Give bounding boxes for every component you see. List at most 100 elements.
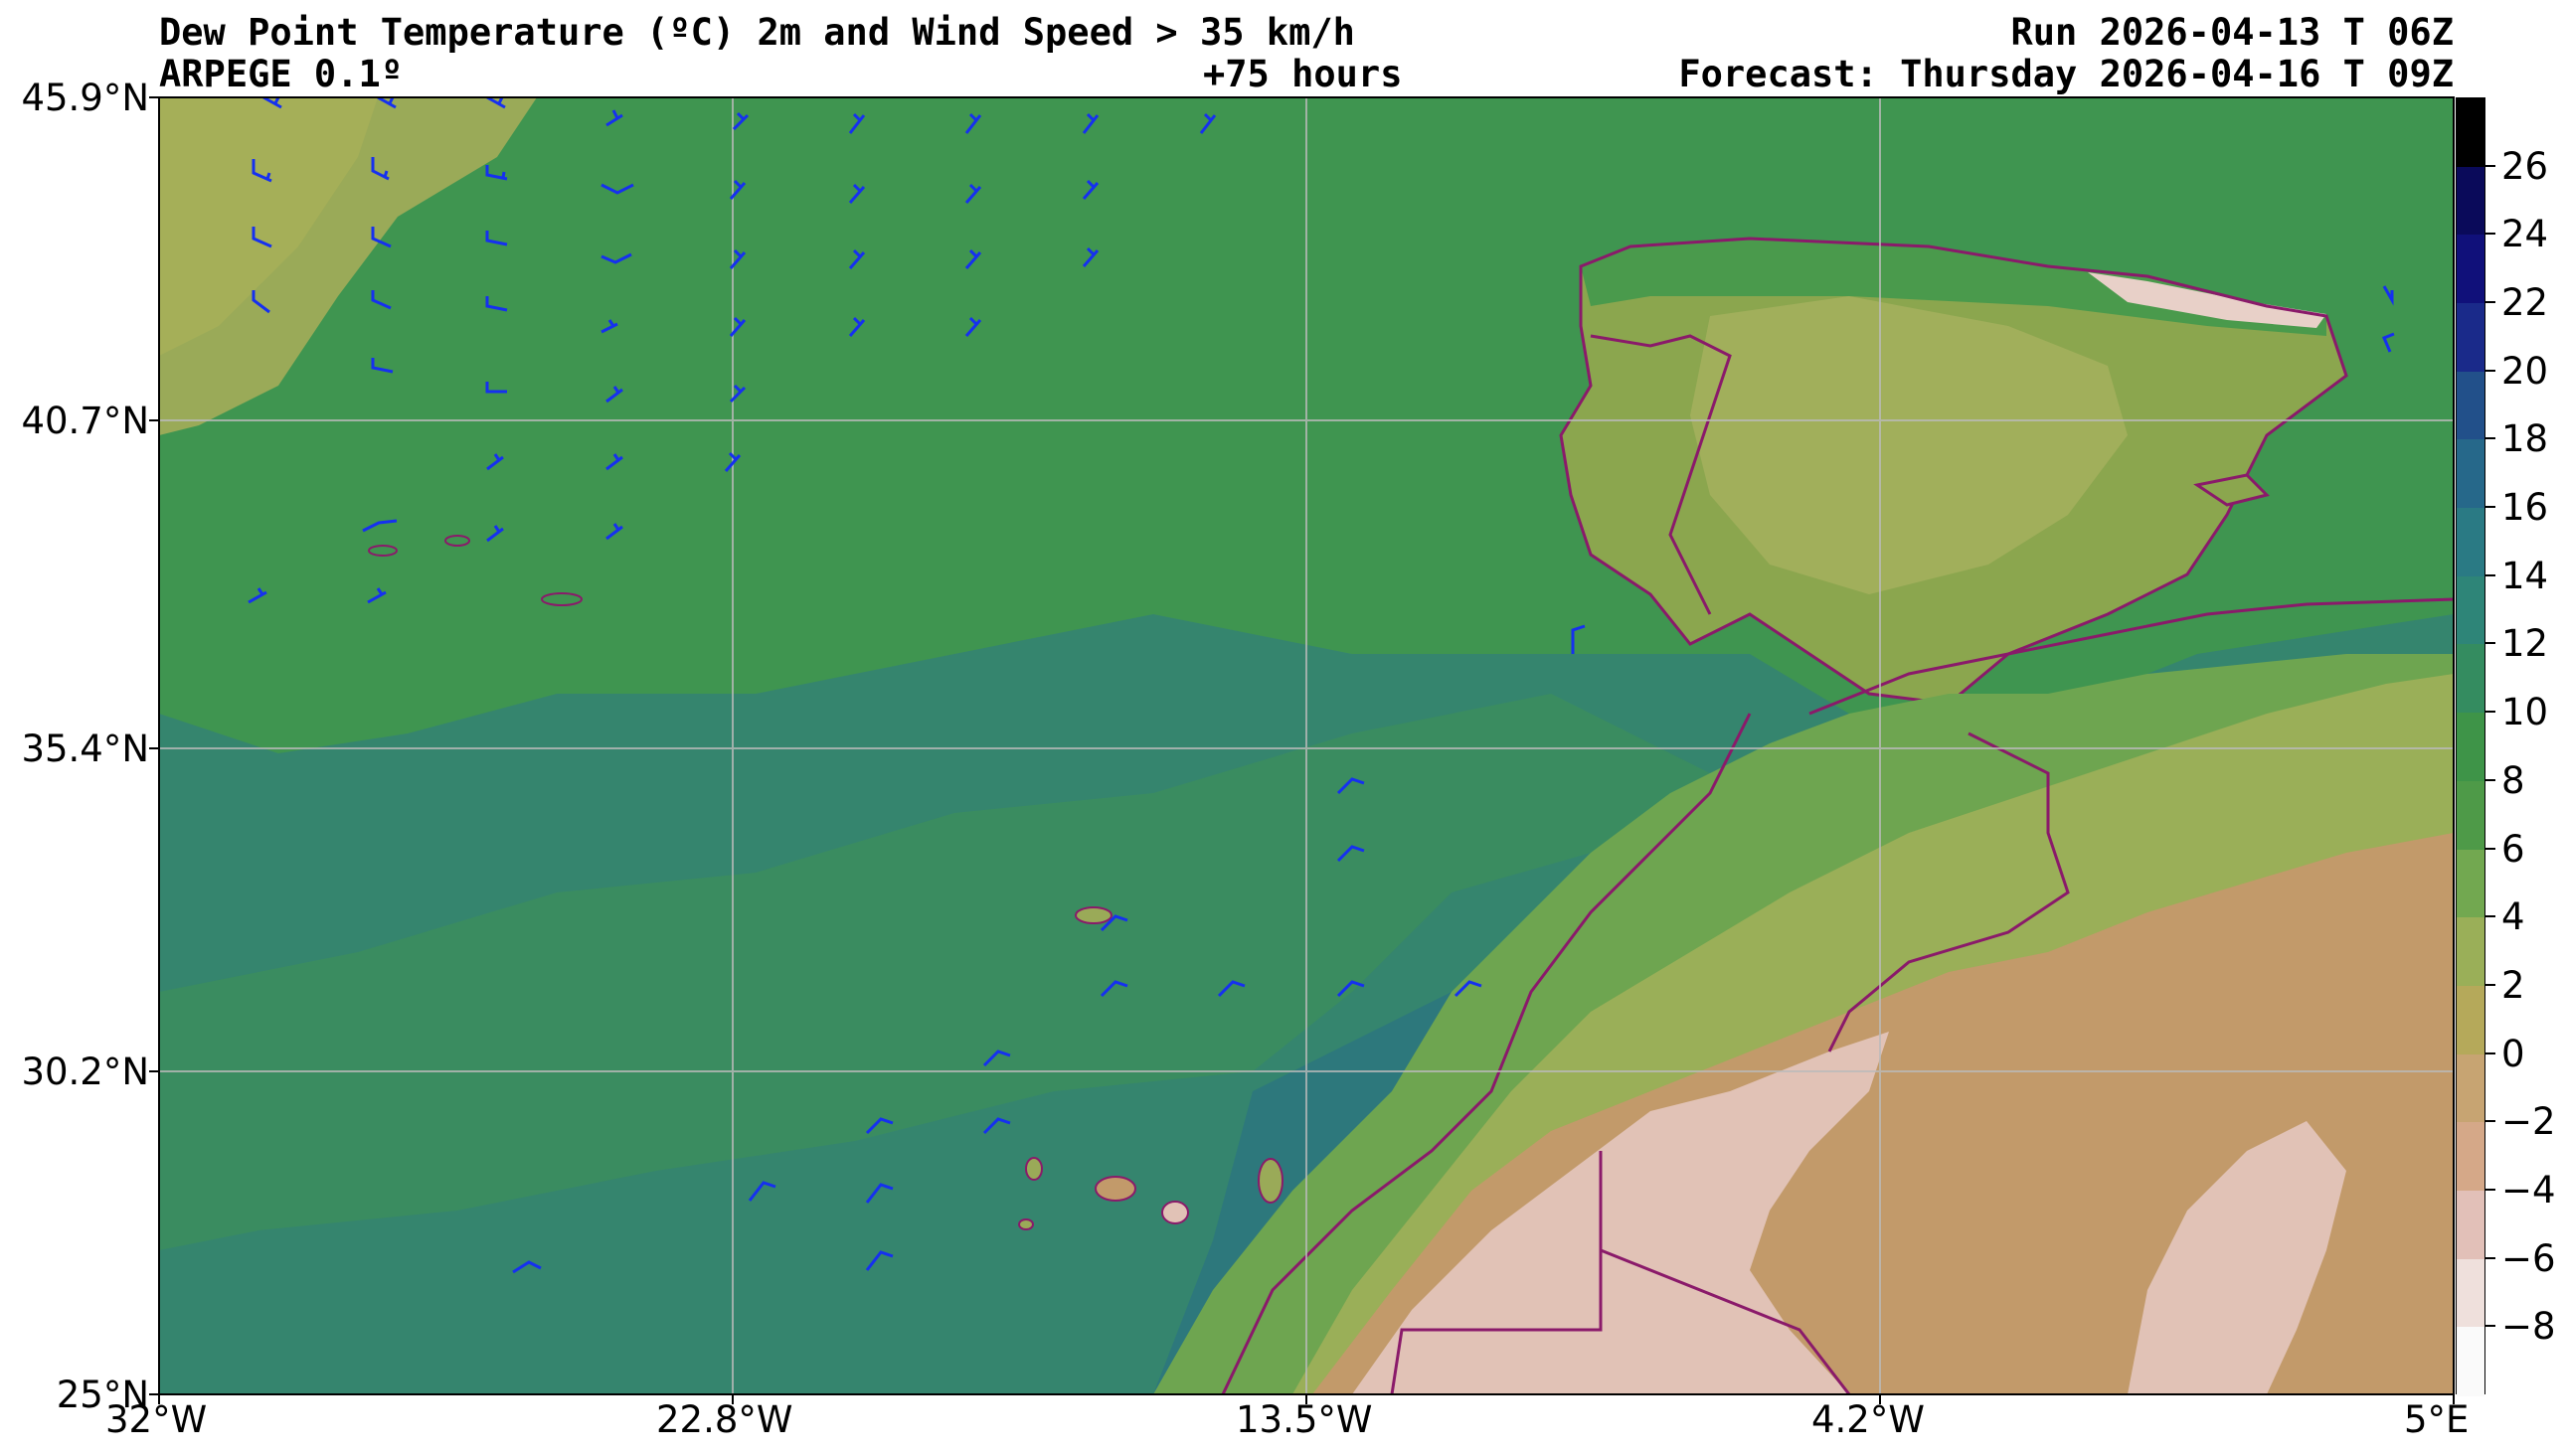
lat-tick: [149, 419, 159, 421]
wind-barb: [865, 1117, 894, 1135]
wind-barb: [1082, 179, 1100, 200]
wind-barb: [865, 1250, 894, 1271]
wind-barb: [848, 183, 866, 204]
colorbar-segment: [2457, 849, 2484, 919]
wind-barb: [2382, 332, 2395, 353]
lon-tick: [1879, 1394, 1881, 1404]
colorbar-tick: [2485, 437, 2495, 440]
wind-barb: [605, 386, 623, 404]
azores-island-3: [541, 592, 583, 606]
colorbar-tick: [2485, 847, 2495, 850]
wind-barb: [1336, 980, 1365, 998]
wind-barb: [964, 248, 982, 269]
wind-barb: [748, 1181, 776, 1202]
title-line-1: Dew Point Temperature (ºC) 2m and Wind S…: [159, 11, 1355, 54]
wind-barb: [848, 248, 866, 269]
colorbar-tick: [2485, 1188, 2495, 1191]
colorbar-tick: [2485, 233, 2495, 236]
colorbar-tick: [2485, 983, 2495, 986]
canary-island-2: [1095, 1176, 1136, 1202]
colorbar-tick: [2485, 1256, 2495, 1259]
wind-barb: [252, 290, 270, 314]
canary-island-4: [1258, 1158, 1284, 1204]
iberia-north-coast: [1581, 239, 2326, 336]
mid-ocean-green: [159, 694, 1710, 1250]
colorbar-label: 16: [2501, 486, 2549, 530]
wind-barb: [252, 159, 272, 183]
colorbar-label: 2: [2501, 963, 2525, 1007]
lon-label-13-5w: 13.5°W: [1236, 1398, 1373, 1441]
wind-barb: [1217, 980, 1246, 998]
colorbar-segment: [2457, 166, 2484, 237]
wind-barb: [485, 231, 508, 246]
wind-barb: [982, 1117, 1011, 1135]
wind-barb: [605, 453, 623, 471]
wind-barb: [485, 296, 508, 312]
africa-pink-east: [2128, 1121, 2346, 1394]
wind-barb: [729, 384, 747, 404]
title-line-2: ARPEGE 0.1º: [159, 53, 404, 95]
lat-label-40-7: 40.7°N: [21, 400, 149, 442]
wind-barb: [371, 157, 390, 181]
wind-barb: [262, 97, 282, 109]
colorbar-segment: [2457, 644, 2484, 715]
wind-barb: [367, 587, 387, 604]
lon-label-32w: 32°W: [105, 1398, 208, 1441]
wind-barb: [848, 316, 866, 337]
lon-label-4-2w: 4.2°W: [1811, 1398, 1925, 1441]
wind-barb: [982, 1050, 1011, 1067]
wind-barb: [1100, 914, 1128, 932]
canary-island-5: [1018, 1218, 1034, 1230]
colorbar-label: 14: [2501, 554, 2549, 597]
azores-island-1: [368, 545, 398, 557]
colorbar-segment: [2457, 439, 2484, 510]
wind-barb: [1454, 980, 1482, 998]
colorbar-label: −4: [2501, 1168, 2556, 1212]
lon-tick: [2453, 1394, 2455, 1404]
colorbar-segment: [2457, 1053, 2484, 1124]
mediterranean-coast: [1808, 597, 2454, 716]
colorbar-segment: [2457, 917, 2484, 987]
wind-barb: [1336, 777, 1365, 795]
wind-barb: [252, 227, 272, 248]
colorbar-segment: [2457, 508, 2484, 577]
wind-barb: [865, 1183, 894, 1204]
wind-barb: [377, 97, 397, 109]
wind-barb: [485, 165, 508, 181]
portugal-border: [1590, 334, 1732, 615]
wind-barb: [724, 451, 742, 472]
wind-barb: [600, 252, 632, 264]
wind-barb: [1082, 246, 1100, 267]
colorbar: [2456, 97, 2485, 1396]
wind-barb: [729, 179, 747, 200]
lead-time: +75 hours: [1203, 53, 1403, 95]
madeira-island: [1075, 906, 1112, 924]
wind-barb: [1082, 112, 1100, 134]
colorbar-segment: [2457, 303, 2484, 373]
colorbar-label: 26: [2501, 144, 2549, 188]
wind-barb: [371, 227, 392, 248]
wind-barb: [362, 519, 398, 533]
colorbar-segment: [2457, 371, 2484, 441]
canary-island-1: [1025, 1157, 1043, 1181]
colorbar-label: 22: [2501, 281, 2549, 325]
colorbar-segment: [2457, 235, 2484, 305]
colorbar-label: −8: [2501, 1305, 2556, 1349]
colorbar-label: 0: [2501, 1032, 2525, 1075]
northwest-olive-inner: [159, 97, 378, 356]
colorbar-segment: [2457, 98, 2484, 168]
wind-barb: [964, 112, 982, 134]
forecast-label: Forecast: Thursday 2026-04-16 T 09Z: [1678, 53, 2454, 95]
colorbar-label: 6: [2501, 827, 2525, 871]
western-sahara-border: [1390, 1247, 1851, 1394]
wind-barb: [485, 382, 507, 394]
wind-barb: [371, 358, 394, 374]
colorbar-tick: [2485, 164, 2495, 167]
wind-barb: [600, 183, 634, 195]
wind-barb: [248, 587, 267, 604]
lon-label-5e: 5°E: [2404, 1398, 2470, 1441]
colorbar-label: 18: [2501, 417, 2549, 461]
gridlines: [159, 97, 2454, 1394]
wind-barb: [964, 183, 982, 204]
run-label: Run 2026-04-13 T 06Z: [2010, 11, 2454, 54]
